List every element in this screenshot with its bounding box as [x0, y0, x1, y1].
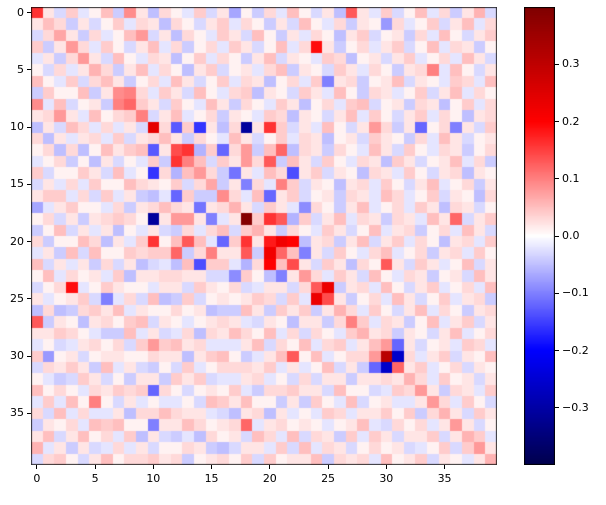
colorbar-tick-label: 0.3 [562, 57, 580, 71]
x-tick-mark [211, 465, 213, 469]
y-tick-label: 35 [10, 406, 24, 420]
x-tick-label: 5 [91, 472, 99, 485]
y-tick-mark [27, 69, 31, 71]
x-tick-mark [36, 465, 38, 469]
y-tick-label: 5 [17, 62, 24, 76]
colorbar-tick-mark [555, 292, 559, 294]
x-tick-mark [269, 465, 271, 469]
y-tick-mark [27, 12, 31, 14]
y-tick-mark [27, 126, 31, 128]
x-tick-mark [385, 465, 387, 469]
colorbar-tick-mark [555, 350, 559, 351]
x-tick-mark [152, 465, 154, 469]
x-tick-mark [94, 465, 96, 469]
colorbar-tick-label: −0.3 [562, 400, 589, 414]
y-tick-label: 15 [10, 177, 24, 191]
x-tick-label: 15 [204, 472, 219, 485]
x-tick-label: 0 [33, 472, 41, 485]
colorbar-tick-mark [555, 407, 559, 409]
x-tick-label: 10 [146, 472, 161, 485]
y-tick-mark [27, 412, 31, 414]
y-tick-mark [27, 298, 31, 300]
colorbar-tick-label: 0.0 [562, 229, 580, 242]
x-tick-label: 25 [321, 472, 336, 485]
x-tick-label: 20 [262, 472, 277, 485]
y-tick-mark [27, 183, 31, 185]
x-tick-label: 30 [379, 472, 394, 485]
y-tick-mark [27, 355, 31, 357]
heatmap-canvas [31, 7, 497, 465]
colorbar-tick-label: 0.1 [562, 171, 580, 185]
colorbar-tick-mark [555, 121, 559, 122]
x-tick-mark [444, 465, 446, 469]
y-tick-label: 0 [17, 5, 24, 19]
colorbar-tick-mark [555, 178, 559, 180]
y-tick-label: 30 [10, 349, 24, 363]
colorbar-tick-label: −0.1 [562, 286, 589, 300]
colorbar-tick-label: 0.2 [562, 114, 580, 128]
y-tick-label: 10 [10, 120, 24, 134]
colorbar-tick-label: −0.2 [562, 343, 589, 357]
y-tick-label: 25 [10, 291, 24, 305]
x-tick-mark [327, 465, 329, 469]
colorbar-tick-mark [555, 235, 559, 237]
colorbar [524, 7, 555, 465]
colorbar-tick-mark [555, 63, 559, 65]
y-tick-mark [27, 241, 31, 243]
x-tick-label: 35 [437, 472, 452, 485]
y-tick-label: 20 [10, 234, 24, 248]
